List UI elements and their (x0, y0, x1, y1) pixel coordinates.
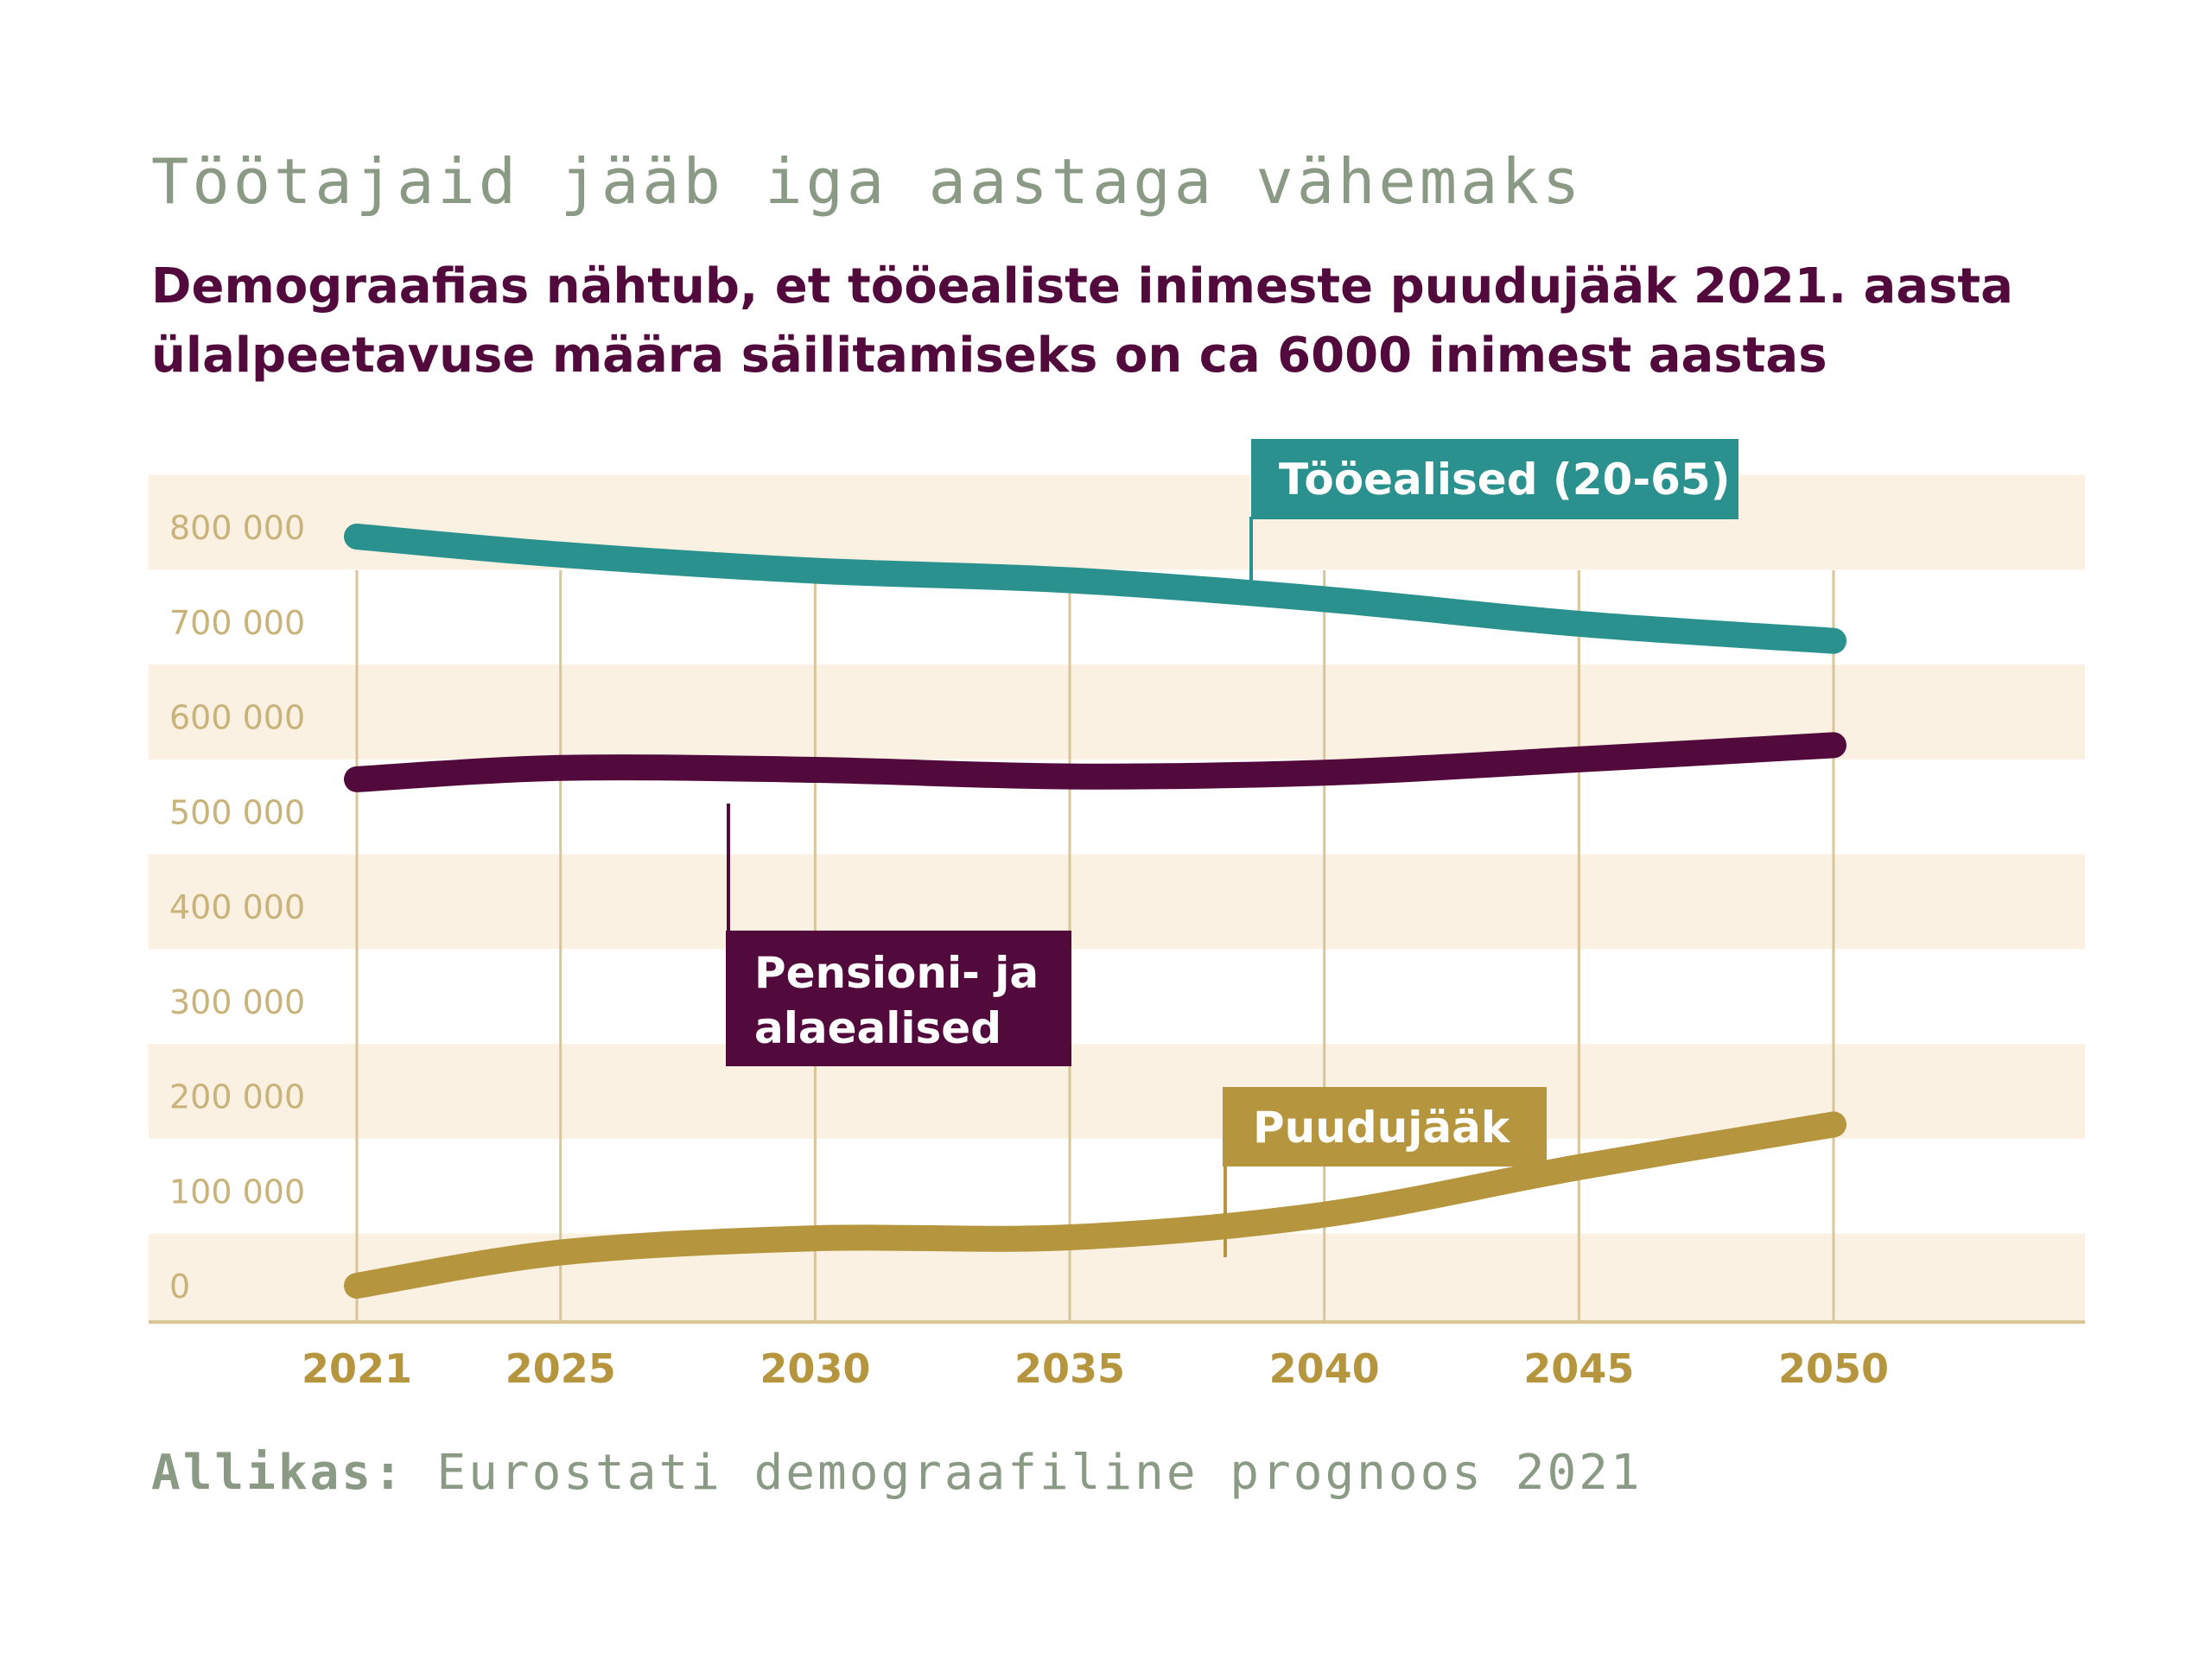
series-line-working-age (344, 524, 1847, 654)
x-tick-label: 2040 (1269, 1345, 1380, 1392)
background-bands (149, 474, 2085, 1322)
source-note: Allikas: Eurostati demograafiline progno… (151, 1445, 1643, 1501)
source-text: Eurostati demograafiline prognoos 2021 (404, 1445, 1643, 1501)
series-line-deficit (344, 1111, 1847, 1299)
y-tick-label: 300 000 (169, 983, 305, 1021)
x-axis-tick-labels: 2021 2025 2030 2035 2040 2045 2050 (302, 1345, 1889, 1392)
y-tick-label: 600 000 (169, 699, 305, 737)
chart-subtitle: Demograafias nähtub, et tööealiste inime… (151, 258, 2013, 384)
x-tick-label: 2021 (302, 1345, 412, 1392)
y-tick-label: 100 000 (169, 1173, 305, 1211)
y-tick-label: 400 000 (169, 888, 305, 926)
chart-title: Töötajaid jääb iga aastaga vähemaks (151, 145, 1584, 218)
label-working-age: Tööealised (20-65) (1279, 454, 1731, 505)
x-tick-label: 2025 (505, 1345, 616, 1392)
series-line-dependents (344, 732, 1847, 792)
x-tick-label: 2045 (1523, 1345, 1634, 1392)
y-tick-label: 200 000 (169, 1078, 305, 1116)
x-tick-label: 2035 (1014, 1345, 1125, 1392)
x-tick-label: 2030 (760, 1345, 870, 1392)
y-tick-label: 800 000 (169, 509, 305, 547)
label-deficit: Puudujääk (1253, 1103, 1511, 1153)
source-label: Allikas: (151, 1445, 405, 1501)
y-axis-tick-labels: 0 100 000 200 000 300 000 400 000 500 000 600 … (169, 509, 305, 1306)
y-tick-label: 500 000 (169, 793, 305, 831)
label-box-dependents (726, 931, 1071, 1066)
series-lines (344, 524, 1847, 1299)
y-tick-label: 0 (169, 1268, 190, 1306)
y-tick-label: 700 000 (169, 604, 305, 642)
x-tick-label: 2050 (1778, 1345, 1889, 1392)
label-box-working-age (1251, 439, 1738, 519)
label-box-deficit (1223, 1087, 1547, 1166)
background-band (149, 854, 2085, 950)
background-band (149, 1044, 2085, 1139)
series-labels: Tööealised (20-65) Pensioni- ja alaealised… (726, 439, 1738, 1257)
label-dependents: Pensioni- ja alaealised (754, 948, 1039, 1053)
